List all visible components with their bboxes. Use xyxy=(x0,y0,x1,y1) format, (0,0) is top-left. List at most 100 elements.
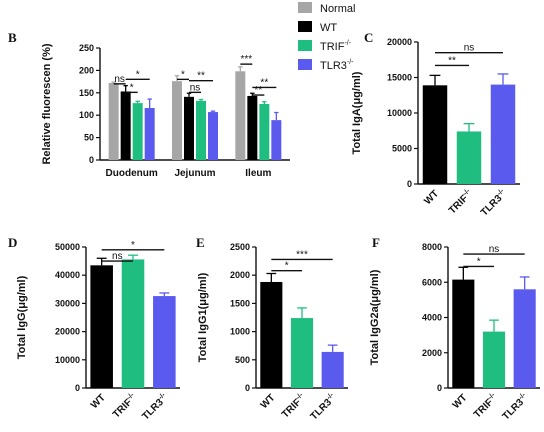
bar xyxy=(108,82,119,160)
y-tick-label: 4000 xyxy=(422,313,442,323)
y-tick-label: 8000 xyxy=(422,242,442,252)
y-axis-title: Total IgG1(μg/ml) xyxy=(197,272,209,362)
panel-letter: F xyxy=(372,235,380,250)
significance-label: * xyxy=(131,240,135,251)
y-tick-label: 500 xyxy=(235,355,250,365)
category-label: WT xyxy=(89,392,108,411)
panel-letter: B xyxy=(8,30,17,45)
bar xyxy=(321,351,344,388)
y-tick-label: 0 xyxy=(89,155,94,165)
panel-letter: E xyxy=(196,235,205,250)
bar xyxy=(482,331,506,388)
y-tick-label: 1500 xyxy=(230,298,250,308)
category-label: TRIF-/- xyxy=(471,391,500,420)
y-tick-label: 0 xyxy=(437,383,442,393)
bar xyxy=(456,131,482,184)
y-tick-label: 150 xyxy=(79,88,94,98)
panel-letter: D xyxy=(8,235,17,250)
y-tick-label: 2500 xyxy=(230,242,250,252)
panel-b: 0 50 100 150 200 250 Relative fluorescen (%) B D… xyxy=(8,30,290,179)
y-tick-label: 0 xyxy=(245,383,250,393)
bar xyxy=(513,289,536,388)
y-tick-label: 20000 xyxy=(387,37,412,47)
y-tick-label: 40000 xyxy=(55,270,80,280)
category-label: TLR3-/- xyxy=(500,391,531,422)
bar xyxy=(259,104,270,160)
category-label: WT xyxy=(259,392,278,411)
significance-label: * xyxy=(136,69,140,80)
legend: Normal WT TRIF-/- TLR3-/- xyxy=(298,2,355,72)
y-tick-label: 100 xyxy=(79,110,94,120)
bar xyxy=(90,265,113,388)
y-tick-label: 2000 xyxy=(422,348,442,358)
y-tick-label: 50000 xyxy=(55,242,80,252)
panel-c: 0 5000 10000 15000 20000 Total IgA(μg/ml) C WT T… xyxy=(351,30,520,218)
category-label: Jejunum xyxy=(174,168,215,179)
legend-swatch xyxy=(298,59,312,70)
bar xyxy=(184,96,194,160)
legend-label: TRIF-/- xyxy=(320,40,352,53)
legend-swatch xyxy=(298,21,312,32)
panel-d: 0 10000 20000 30000 40000 50000 Total IgG(μg/m… xyxy=(8,235,180,422)
y-tick-label: 1000 xyxy=(230,327,250,337)
y-tick-label: 200 xyxy=(79,65,94,75)
y-tick-label: 15000 xyxy=(387,73,412,83)
legend-label: TLR3-/- xyxy=(320,59,354,72)
bar xyxy=(132,103,143,160)
y-tick-label: 0 xyxy=(75,383,80,393)
y-tick-label: 10000 xyxy=(387,108,412,118)
y-axis-title: Relative fluorescen (%) xyxy=(41,43,53,164)
category-label: TLR3-/- xyxy=(140,391,171,422)
significance-label: ns xyxy=(112,251,123,262)
bar xyxy=(260,281,283,388)
legend-label: WT xyxy=(320,22,337,34)
y-tick-label: 10000 xyxy=(55,355,80,365)
bar xyxy=(121,259,145,388)
y-tick-label: 30000 xyxy=(55,298,80,308)
category-label: TRIF-/- xyxy=(446,187,475,216)
bar xyxy=(271,120,282,160)
y-tick-label: 50 xyxy=(84,133,94,143)
significance-label: ns xyxy=(489,244,500,255)
category-label: Duodenum xyxy=(106,168,158,179)
bar xyxy=(144,108,155,160)
panel-e: 0 500 1000 1500 2000 2500 Total IgG1(μg/ml) E WT… xyxy=(196,235,348,422)
y-axis-title: Total IgA(μg/ml) xyxy=(351,71,363,154)
significance-label: * xyxy=(130,82,134,93)
y-axis-title: Total IgG2a(μg/ml) xyxy=(369,269,381,365)
significance-label: *** xyxy=(240,54,252,65)
bar xyxy=(422,85,448,184)
category-label: WT xyxy=(451,392,470,411)
category-label: TLR3-/- xyxy=(308,391,339,422)
y-tick-label: 250 xyxy=(79,43,94,53)
category-label: TLR3-/- xyxy=(478,187,509,218)
y-tick-label: 5000 xyxy=(392,144,412,154)
category-label: Ileum xyxy=(245,168,271,179)
legend-swatch xyxy=(298,40,312,51)
bar xyxy=(452,279,475,388)
bar xyxy=(172,81,182,160)
bar xyxy=(153,296,176,388)
significance-label: ** xyxy=(260,77,268,88)
significance-label: * xyxy=(285,261,289,272)
y-axis-title: Total IgG(μg/ml) xyxy=(16,275,28,359)
bar xyxy=(290,318,314,388)
legend-swatch xyxy=(298,2,312,13)
significance-label: ** xyxy=(254,85,262,96)
significance-label: ** xyxy=(448,55,456,66)
category-label: TRIF-/- xyxy=(110,391,139,420)
legend-label: Normal xyxy=(320,3,355,15)
category-label: WT xyxy=(422,188,441,207)
y-tick-label: 2000 xyxy=(230,270,250,280)
panel-f: 0 2000 4000 6000 8000 Total IgG2a(μg/ml) F WT TR… xyxy=(369,235,540,422)
y-tick-label: 6000 xyxy=(422,277,442,287)
significance-label: ns xyxy=(464,43,475,54)
significance-label: ns xyxy=(114,74,125,85)
significance-label: * xyxy=(477,256,481,267)
bar xyxy=(490,84,516,184)
significance-label: *** xyxy=(296,249,308,260)
y-tick-label: 0 xyxy=(407,179,412,189)
significance-label: ** xyxy=(197,71,205,82)
bar xyxy=(196,100,206,160)
